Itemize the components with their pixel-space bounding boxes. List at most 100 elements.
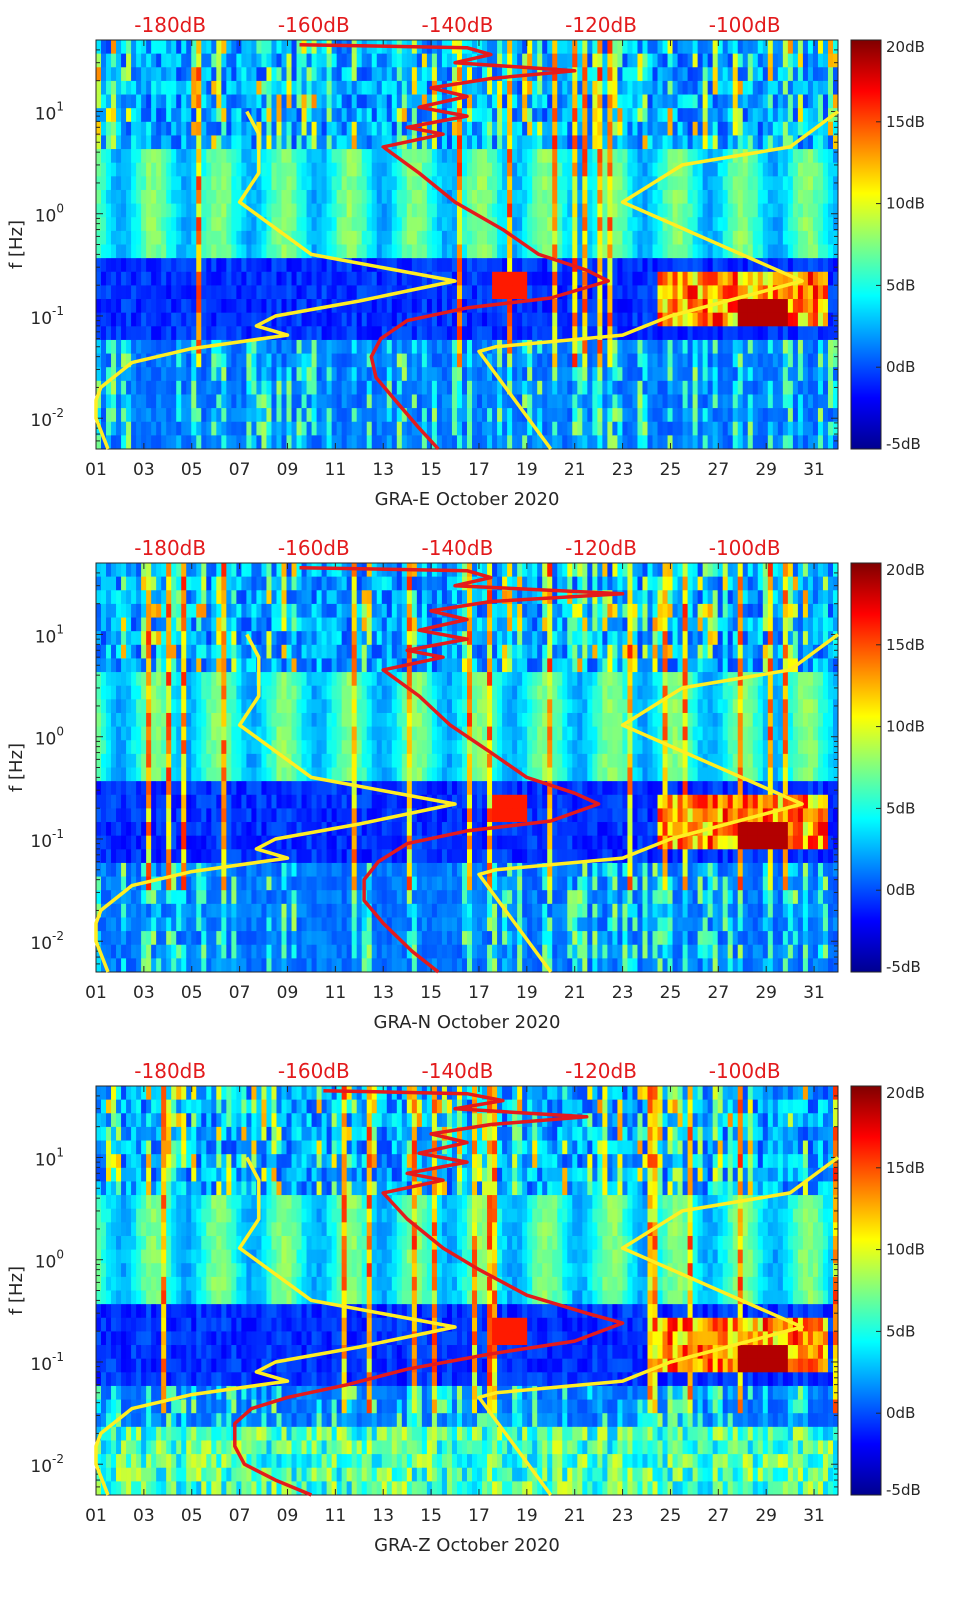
heatmap-cell xyxy=(682,217,688,232)
heatmap-cell xyxy=(762,435,769,450)
heatmap-cell xyxy=(657,394,663,409)
heatmap-cell xyxy=(121,367,127,382)
heatmap-cell xyxy=(627,421,633,436)
heatmap-cell xyxy=(111,326,117,341)
heatmap-cell xyxy=(762,408,769,423)
heatmap-cell xyxy=(286,353,292,368)
heatmap-cell xyxy=(351,339,358,354)
heatmap-cell xyxy=(547,421,553,436)
heatmap-cell xyxy=(406,271,413,286)
heatmap-cell xyxy=(256,203,262,218)
heatmap-cell xyxy=(467,353,473,368)
heatmap-cell xyxy=(572,367,578,382)
heatmap-cell xyxy=(106,835,112,850)
heatmap-cell xyxy=(126,326,132,341)
heatmap-cell xyxy=(577,40,583,55)
heatmap-cell xyxy=(251,258,257,273)
heatmap-cell xyxy=(797,40,804,55)
x-tick-label: 01 xyxy=(85,460,107,480)
heatmap-cell xyxy=(151,712,157,727)
heatmap-cell xyxy=(341,53,348,68)
heatmap-cell xyxy=(96,576,102,591)
heatmap-cell xyxy=(451,53,458,68)
heatmap-cell xyxy=(812,435,819,450)
heatmap-cell xyxy=(381,299,388,314)
heatmap-cell xyxy=(326,312,333,327)
heatmap-cell xyxy=(707,162,714,177)
heatmap-cell xyxy=(727,367,734,382)
heatmap-cell xyxy=(96,80,102,95)
heatmap-cell xyxy=(797,149,804,164)
heatmap-cell xyxy=(742,162,749,177)
heatmap-cell xyxy=(306,67,312,82)
heatmap-cell xyxy=(562,271,568,286)
heatmap-cell xyxy=(251,394,257,409)
top-db-label: -140dB xyxy=(422,13,494,37)
heatmap-cell xyxy=(291,67,297,82)
heatmap-cell xyxy=(271,244,277,259)
heatmap-cell xyxy=(562,326,568,341)
heatmap-cell xyxy=(196,40,202,55)
heatmap-cell xyxy=(812,339,819,354)
heatmap-cell xyxy=(116,258,122,273)
heatmap-cell xyxy=(166,380,172,395)
heatmap-cell xyxy=(266,421,272,436)
heatmap-cell xyxy=(391,94,398,109)
heatmap-cell xyxy=(231,421,237,436)
heatmap-cell xyxy=(241,339,247,354)
heatmap-cell xyxy=(426,149,433,164)
heatmap-cell xyxy=(171,312,177,327)
heatmap-cell xyxy=(687,80,693,95)
heatmap-cell xyxy=(231,149,237,164)
heatmap-cell xyxy=(146,271,152,286)
heatmap-cell xyxy=(542,217,548,232)
heatmap-cell xyxy=(366,380,373,395)
heatmap-cell xyxy=(191,271,197,286)
heatmap-cell xyxy=(832,53,839,68)
heatmap-cell xyxy=(186,435,192,450)
heatmap-cell xyxy=(426,244,433,259)
heatmap-cell xyxy=(547,149,553,164)
heatmap-cell xyxy=(421,380,428,395)
heatmap-cell xyxy=(637,176,643,191)
x-tick-label: 25 xyxy=(660,460,682,480)
heatmap-cell xyxy=(166,244,172,259)
heatmap-cell xyxy=(747,217,754,232)
heatmap-cell xyxy=(587,244,593,259)
heatmap-cell xyxy=(176,203,182,218)
heatmap-cell xyxy=(717,121,724,136)
heatmap-cell xyxy=(537,217,543,232)
heatmap-cell xyxy=(136,862,142,877)
heatmap-cell xyxy=(451,121,458,136)
heatmap-cell xyxy=(807,421,814,436)
heatmap-cell xyxy=(231,121,237,136)
heatmap-cell xyxy=(226,353,232,368)
heatmap-cell xyxy=(497,394,503,409)
heatmap-cell xyxy=(451,203,458,218)
heatmap-cell xyxy=(146,944,152,959)
heatmap-cell xyxy=(146,835,152,850)
heatmap-cell xyxy=(542,80,548,95)
heatmap-cell xyxy=(582,53,588,68)
heatmap-cell xyxy=(572,53,578,68)
heatmap-cell xyxy=(166,299,172,314)
heatmap-cell xyxy=(507,53,513,68)
heatmap-cell xyxy=(251,67,257,82)
heatmap-cell xyxy=(286,94,292,109)
heatmap-cell xyxy=(291,217,297,232)
heatmap-cell xyxy=(316,421,322,436)
heatmap-cell xyxy=(326,408,333,423)
heatmap-cell xyxy=(121,781,127,796)
heatmap-cell xyxy=(441,339,448,354)
heatmap-cell xyxy=(441,258,448,273)
heatmap-cell xyxy=(141,121,147,136)
heatmap-cell xyxy=(141,835,147,850)
heatmap-cell xyxy=(296,394,302,409)
heatmap-cell xyxy=(436,67,443,82)
heatmap-cell xyxy=(512,108,518,123)
heatmap-cell xyxy=(477,149,483,164)
heatmap-cell xyxy=(361,53,368,68)
heatmap-cell xyxy=(251,353,257,368)
heatmap-cell xyxy=(692,67,699,82)
heatmap-cell xyxy=(421,326,428,341)
